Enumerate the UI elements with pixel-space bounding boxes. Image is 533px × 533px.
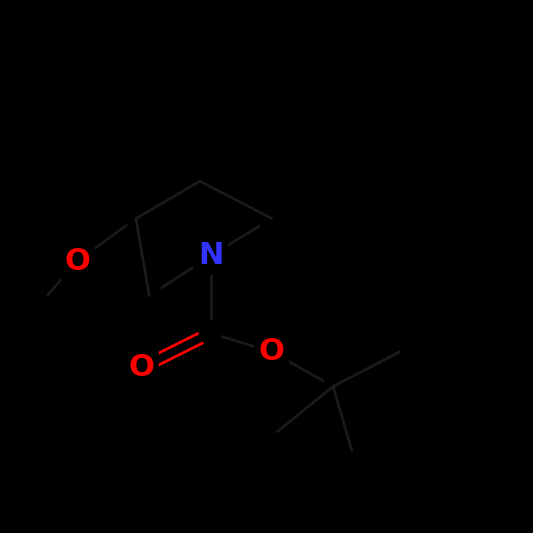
Text: O: O — [128, 353, 154, 382]
Text: N: N — [198, 241, 223, 270]
Text: O: O — [259, 337, 285, 366]
Text: O: O — [64, 247, 90, 276]
